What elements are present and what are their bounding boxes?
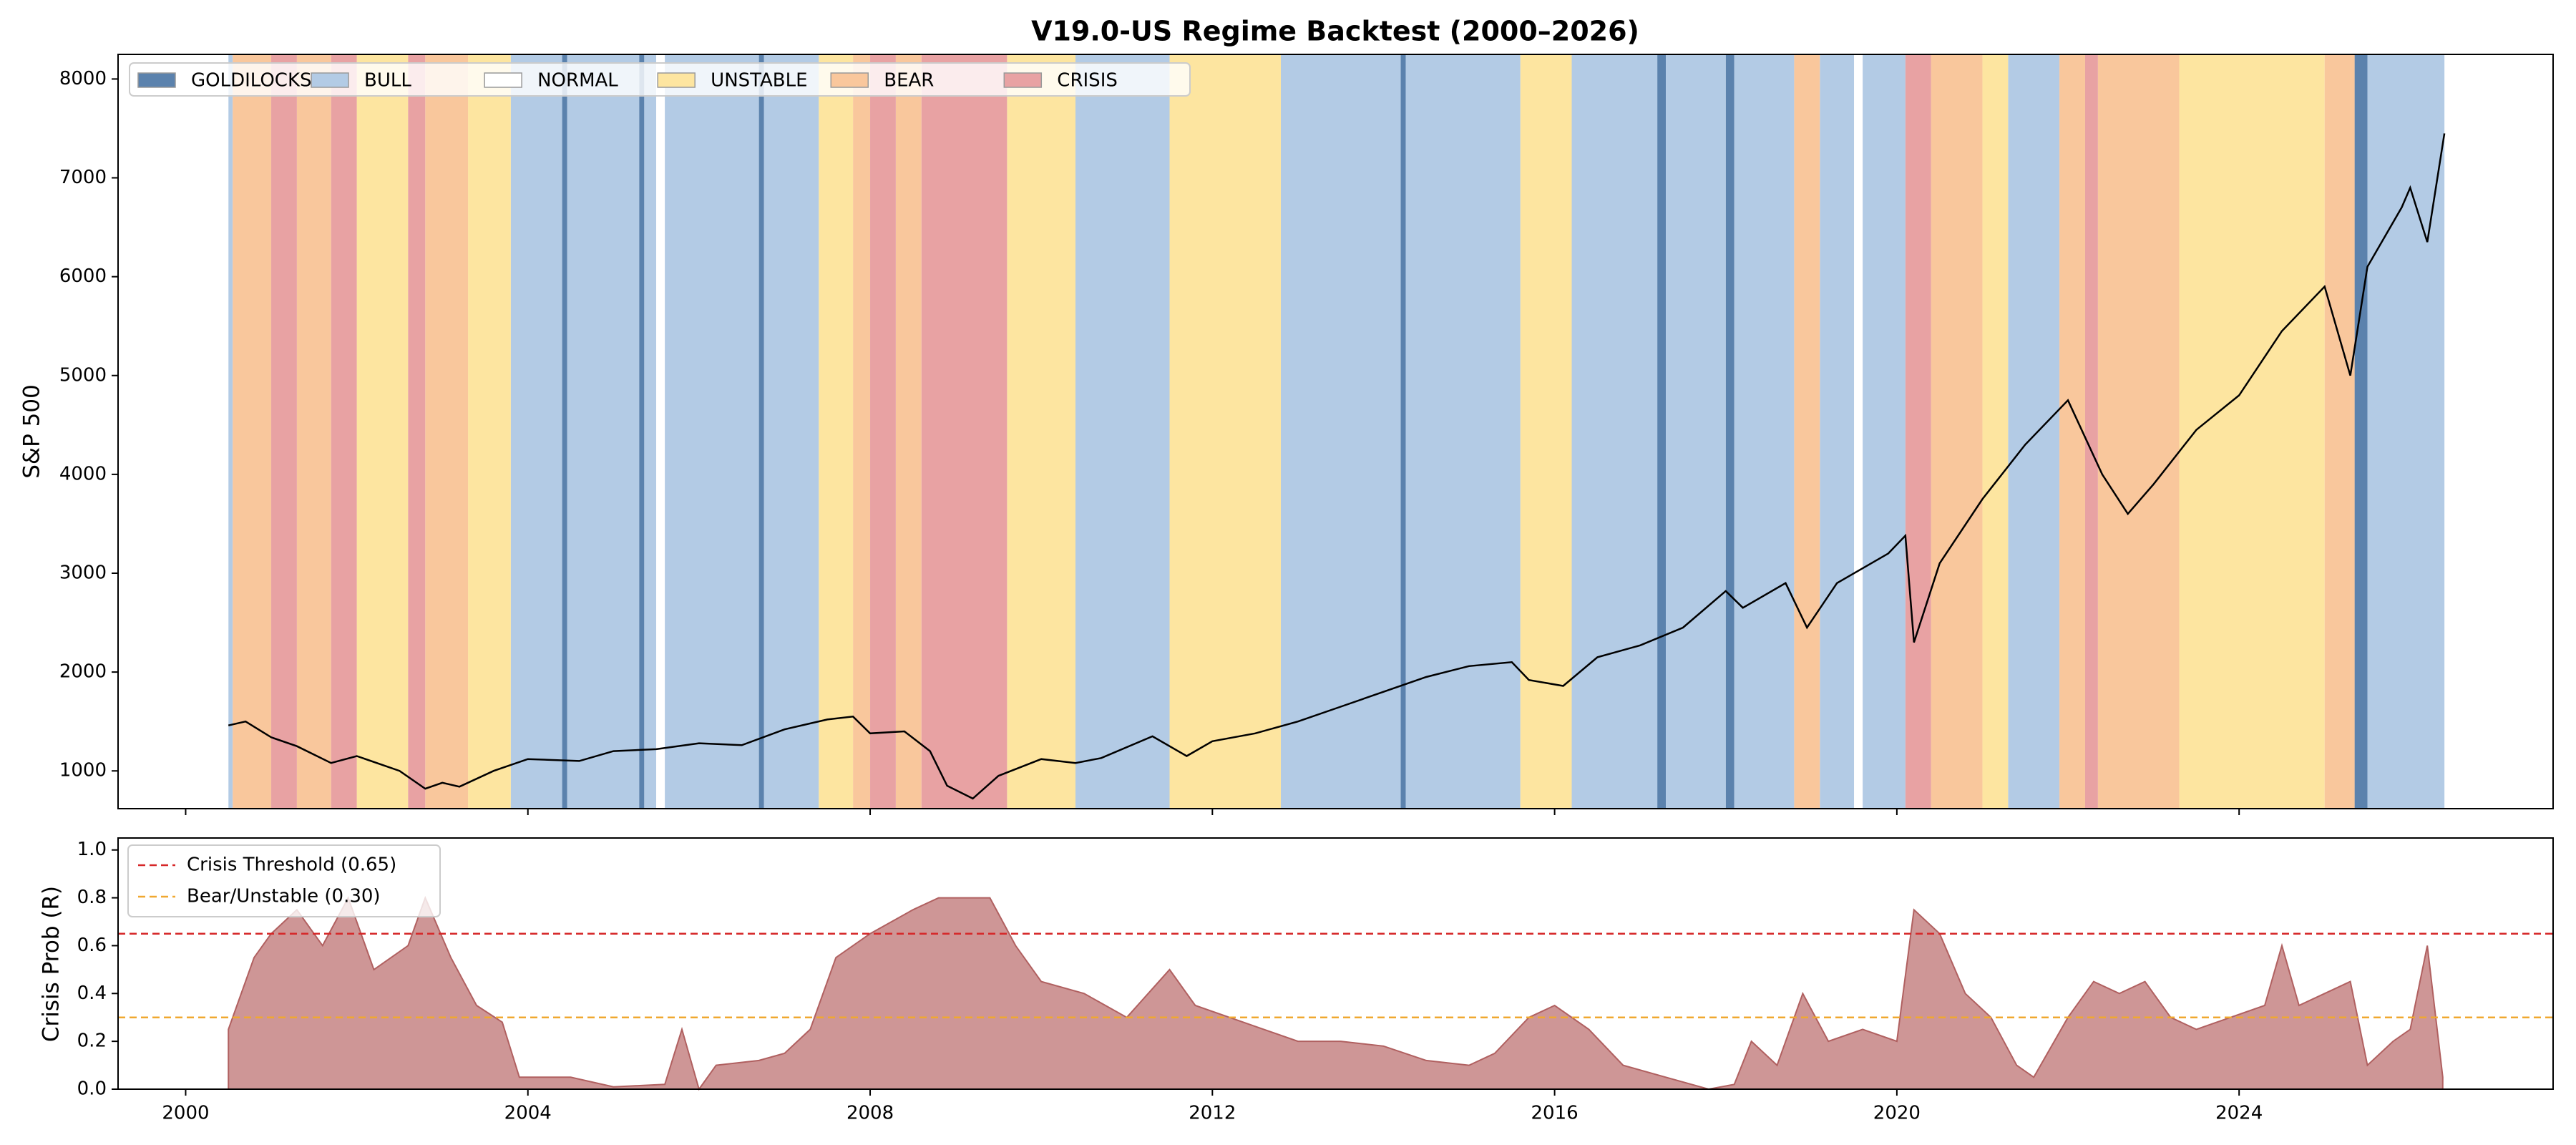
y-tick-label: 2000 bbox=[59, 661, 107, 683]
legend-label: BEAR bbox=[884, 70, 934, 92]
regime-span bbox=[425, 54, 469, 809]
regime-span bbox=[639, 54, 645, 809]
regime-span bbox=[1666, 54, 1726, 809]
regime-span bbox=[1931, 54, 1983, 809]
regime-span bbox=[1863, 54, 1906, 809]
regime-span bbox=[853, 54, 871, 809]
regime-span bbox=[1982, 54, 2009, 809]
x-tick-label: 2012 bbox=[1189, 1103, 1236, 1124]
y-axis-label: Crisis Prob (R) bbox=[39, 886, 64, 1042]
y-tick-label: 1.0 bbox=[77, 839, 107, 860]
plot-frame bbox=[117, 54, 2554, 809]
y-axis-label: S&P 500 bbox=[19, 384, 45, 479]
prob-area bbox=[228, 895, 2444, 1091]
x-tick-label: 2000 bbox=[162, 1103, 209, 1124]
y-tick-label: 0.6 bbox=[77, 935, 107, 956]
y-tick-label: 4000 bbox=[59, 463, 107, 484]
regime-span bbox=[567, 54, 640, 809]
x-tick-label: 2008 bbox=[847, 1103, 894, 1124]
regime-span bbox=[665, 54, 759, 809]
regime-span bbox=[228, 54, 233, 809]
x-tick-label: 2004 bbox=[504, 1103, 552, 1124]
regime-span bbox=[1520, 54, 1572, 809]
regime-span bbox=[656, 54, 665, 809]
regime-span bbox=[1734, 54, 1795, 809]
y-tick-label: 0.8 bbox=[77, 887, 107, 908]
regime-span bbox=[758, 54, 764, 809]
legend-swatch bbox=[830, 72, 869, 88]
regime-span bbox=[2084, 54, 2098, 809]
legend-label: GOLDILOCKS bbox=[191, 70, 312, 92]
y-tick-label: 5000 bbox=[59, 364, 107, 386]
y-tick-label: 7000 bbox=[59, 167, 107, 188]
legend-label: NORMAL bbox=[537, 70, 618, 92]
regime-span bbox=[271, 54, 297, 809]
legend-swatch bbox=[657, 72, 696, 88]
regime-span bbox=[1657, 54, 1667, 809]
regime-span bbox=[763, 54, 819, 809]
legend-box bbox=[127, 844, 441, 917]
legend-swatch bbox=[137, 72, 176, 88]
regime-span bbox=[2059, 54, 2085, 809]
regime-span bbox=[2097, 54, 2180, 809]
regime-span bbox=[233, 54, 272, 809]
regime-span bbox=[819, 54, 854, 809]
legend-swatch bbox=[484, 72, 522, 88]
regime-span bbox=[1280, 54, 1401, 809]
regime-span bbox=[1854, 54, 1863, 809]
regime-span bbox=[1405, 54, 1521, 809]
regime-span bbox=[2324, 54, 2355, 809]
legend-label: UNSTABLE bbox=[711, 70, 807, 92]
y-tick-label: 6000 bbox=[59, 265, 107, 287]
regime-span bbox=[1905, 54, 1931, 809]
regime-span bbox=[1571, 54, 1658, 809]
legend-label: Crisis Threshold (0.65) bbox=[187, 854, 396, 876]
legend-swatch bbox=[311, 72, 349, 88]
y-tick-label: 1000 bbox=[59, 760, 107, 781]
regime-span bbox=[870, 54, 896, 809]
y-tick-label: 0.2 bbox=[77, 1030, 107, 1052]
y-tick-label: 0.4 bbox=[77, 983, 107, 1004]
x-tick-label: 2016 bbox=[1531, 1103, 1579, 1124]
regime-span bbox=[2367, 54, 2445, 809]
regime-span bbox=[921, 54, 1008, 809]
regime-span bbox=[468, 54, 511, 809]
regime-span bbox=[895, 54, 922, 809]
y-tick-label: 0.0 bbox=[77, 1078, 107, 1100]
chart-title: V19.0-US Regime Backtest (2000–2026) bbox=[1031, 16, 1639, 47]
regime-span bbox=[331, 54, 357, 809]
regime-span bbox=[2179, 54, 2325, 809]
y-tick-label: 8000 bbox=[59, 68, 107, 89]
legend-swatch bbox=[1003, 72, 1043, 88]
x-tick-label: 2024 bbox=[2215, 1103, 2263, 1124]
regime-span bbox=[562, 54, 567, 809]
y-tick-label: 3000 bbox=[59, 562, 107, 583]
regime-span bbox=[1169, 54, 1281, 809]
regime-span bbox=[510, 54, 562, 809]
price-line bbox=[228, 133, 2446, 800]
regime-span bbox=[2354, 54, 2368, 809]
regime-span bbox=[1725, 54, 1735, 809]
x-tick-label: 2020 bbox=[1873, 1103, 1921, 1124]
legend-label: CRISIS bbox=[1057, 70, 1118, 92]
regime-span bbox=[644, 54, 657, 809]
regime-span bbox=[356, 54, 409, 809]
regime-span bbox=[1794, 54, 1820, 809]
regime-span bbox=[1007, 54, 1076, 809]
legend-label: Bear/Unstable (0.30) bbox=[187, 886, 381, 907]
regime-span bbox=[1820, 54, 1855, 809]
legend-label: BULL bbox=[364, 70, 411, 92]
plot-frame bbox=[117, 837, 2554, 1090]
regime-span bbox=[1075, 54, 1170, 809]
regime-span bbox=[1400, 54, 1406, 809]
regime-span bbox=[296, 54, 331, 809]
regime-span bbox=[408, 54, 426, 809]
regime-span bbox=[2008, 54, 2060, 809]
